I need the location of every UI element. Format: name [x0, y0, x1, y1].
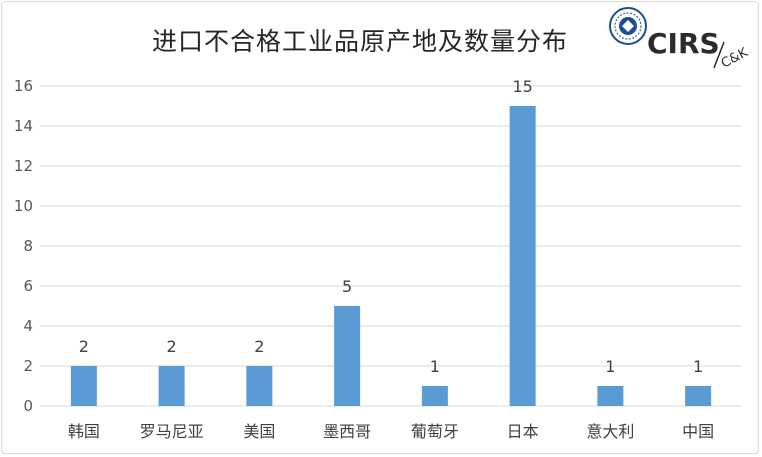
- data-labels: 2 2 2 5 1 15 1 1: [79, 77, 703, 376]
- bar: [334, 306, 361, 406]
- data-label: 15: [512, 77, 532, 96]
- y-tick-label: 6: [23, 277, 33, 295]
- y-tick-label: 8: [23, 237, 33, 255]
- bar: [158, 366, 185, 406]
- x-category-label: 中国: [682, 422, 714, 441]
- x-category-label: 韩国: [68, 422, 100, 441]
- data-label: 1: [430, 357, 440, 376]
- x-category-label: 日本: [507, 422, 539, 441]
- x-category-label: 意大利: [586, 422, 634, 441]
- brand-text: CIRS: [647, 27, 720, 60]
- brand-sub-text: C&K: [719, 45, 751, 71]
- y-tick-label: 12: [14, 157, 33, 175]
- bar: [509, 106, 536, 406]
- bars: [70, 106, 712, 406]
- seal-icon: [609, 7, 647, 45]
- data-label: 5: [342, 277, 352, 296]
- data-label: 1: [605, 357, 615, 376]
- y-tick-label: 0: [23, 397, 33, 415]
- x-category-label: 美国: [243, 422, 275, 441]
- x-axis-categories: 韩国 罗马尼亚 美国 墨西哥 葡萄牙 日本 意大利 中国: [68, 422, 714, 441]
- y-tick-label: 4: [23, 317, 33, 335]
- bar: [597, 386, 624, 406]
- x-category-label: 墨西哥: [323, 422, 371, 441]
- bar: [685, 386, 712, 406]
- x-category-label: 葡萄牙: [411, 422, 459, 441]
- chart-title: 进口不合格工业品原产地及数量分布: [151, 27, 568, 56]
- x-category-label: 罗马尼亚: [140, 422, 204, 441]
- y-tick-label: 14: [14, 117, 33, 135]
- data-label: 2: [254, 337, 264, 356]
- gridlines: [40, 85, 742, 407]
- y-tick-label: 16: [14, 77, 33, 95]
- data-label: 2: [79, 337, 89, 356]
- data-label: 2: [167, 337, 177, 356]
- bar: [421, 386, 448, 406]
- bar: [70, 366, 97, 406]
- y-tick-label: 10: [14, 197, 33, 215]
- bar: [246, 366, 273, 406]
- y-tick-label: 2: [23, 357, 33, 375]
- y-axis-ticks: 0 2 4 6 8 10 12 14 16: [14, 77, 33, 415]
- cirs-logo: CIRS C&K: [609, 7, 751, 72]
- data-label: 1: [693, 357, 703, 376]
